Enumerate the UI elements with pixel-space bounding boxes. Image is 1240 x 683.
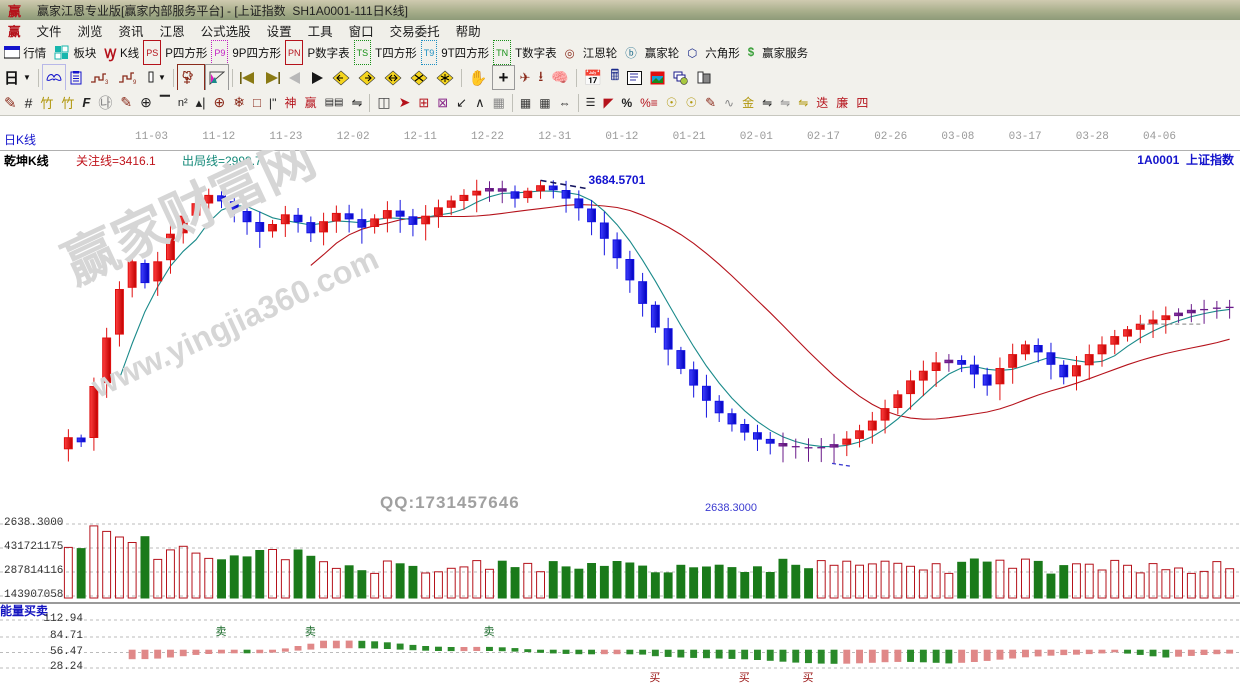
svg-text:9: 9 — [133, 80, 137, 85]
svg-text:3: 3 — [105, 80, 109, 85]
